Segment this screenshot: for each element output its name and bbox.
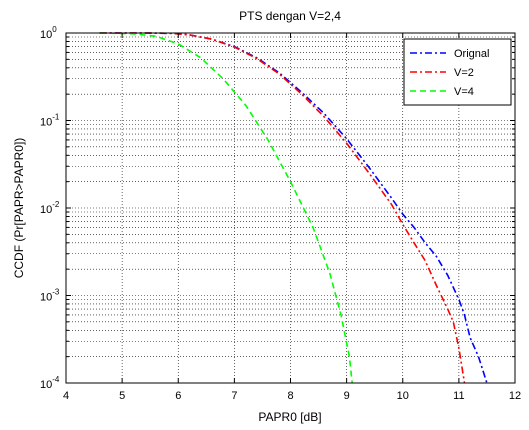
legend: Orignal V=2 V=4: [403, 38, 512, 106]
legend-label: Orignal: [454, 48, 489, 60]
series-line-2: [99, 32, 353, 384]
series-line-1: [99, 32, 466, 384]
x-tick-label: 9: [344, 390, 350, 402]
series-group: [99, 32, 488, 384]
y-tick-label: 10-2: [40, 200, 60, 216]
y-tick-exponent: -2: [52, 200, 60, 209]
x-tick-label: 5: [119, 390, 125, 402]
chart-title: PTS dengan V=2,4: [239, 9, 341, 23]
y-tick-exponent: -4: [52, 375, 60, 384]
x-tick-label: 6: [175, 390, 181, 402]
y-tick-label: 10-1: [40, 113, 60, 129]
y-tick-exponent: -1: [52, 113, 60, 122]
x-tick-label: 12: [509, 390, 521, 402]
x-tick-label: 4: [63, 390, 69, 402]
x-tick-label: 10: [397, 390, 409, 402]
x-tick-label: 11: [453, 390, 464, 402]
y-tick-label: 100: [40, 25, 57, 41]
y-axis-label: CCDF (Pr[PAPR>PAPR0]): [12, 138, 26, 279]
y-tick-label: 10-4: [40, 375, 60, 391]
legend-label: V=2: [454, 67, 474, 79]
x-tick-label: 8: [287, 390, 293, 402]
x-tick-label: 7: [231, 390, 237, 402]
y-tick-exponent: -3: [52, 288, 60, 297]
grid: [66, 33, 515, 383]
y-tick-exponent: 0: [52, 25, 57, 34]
y-tick-label: 10-3: [40, 288, 60, 304]
legend-label: V=4: [454, 86, 474, 98]
x-axis-label: PAPR0 [dB]: [258, 410, 321, 424]
